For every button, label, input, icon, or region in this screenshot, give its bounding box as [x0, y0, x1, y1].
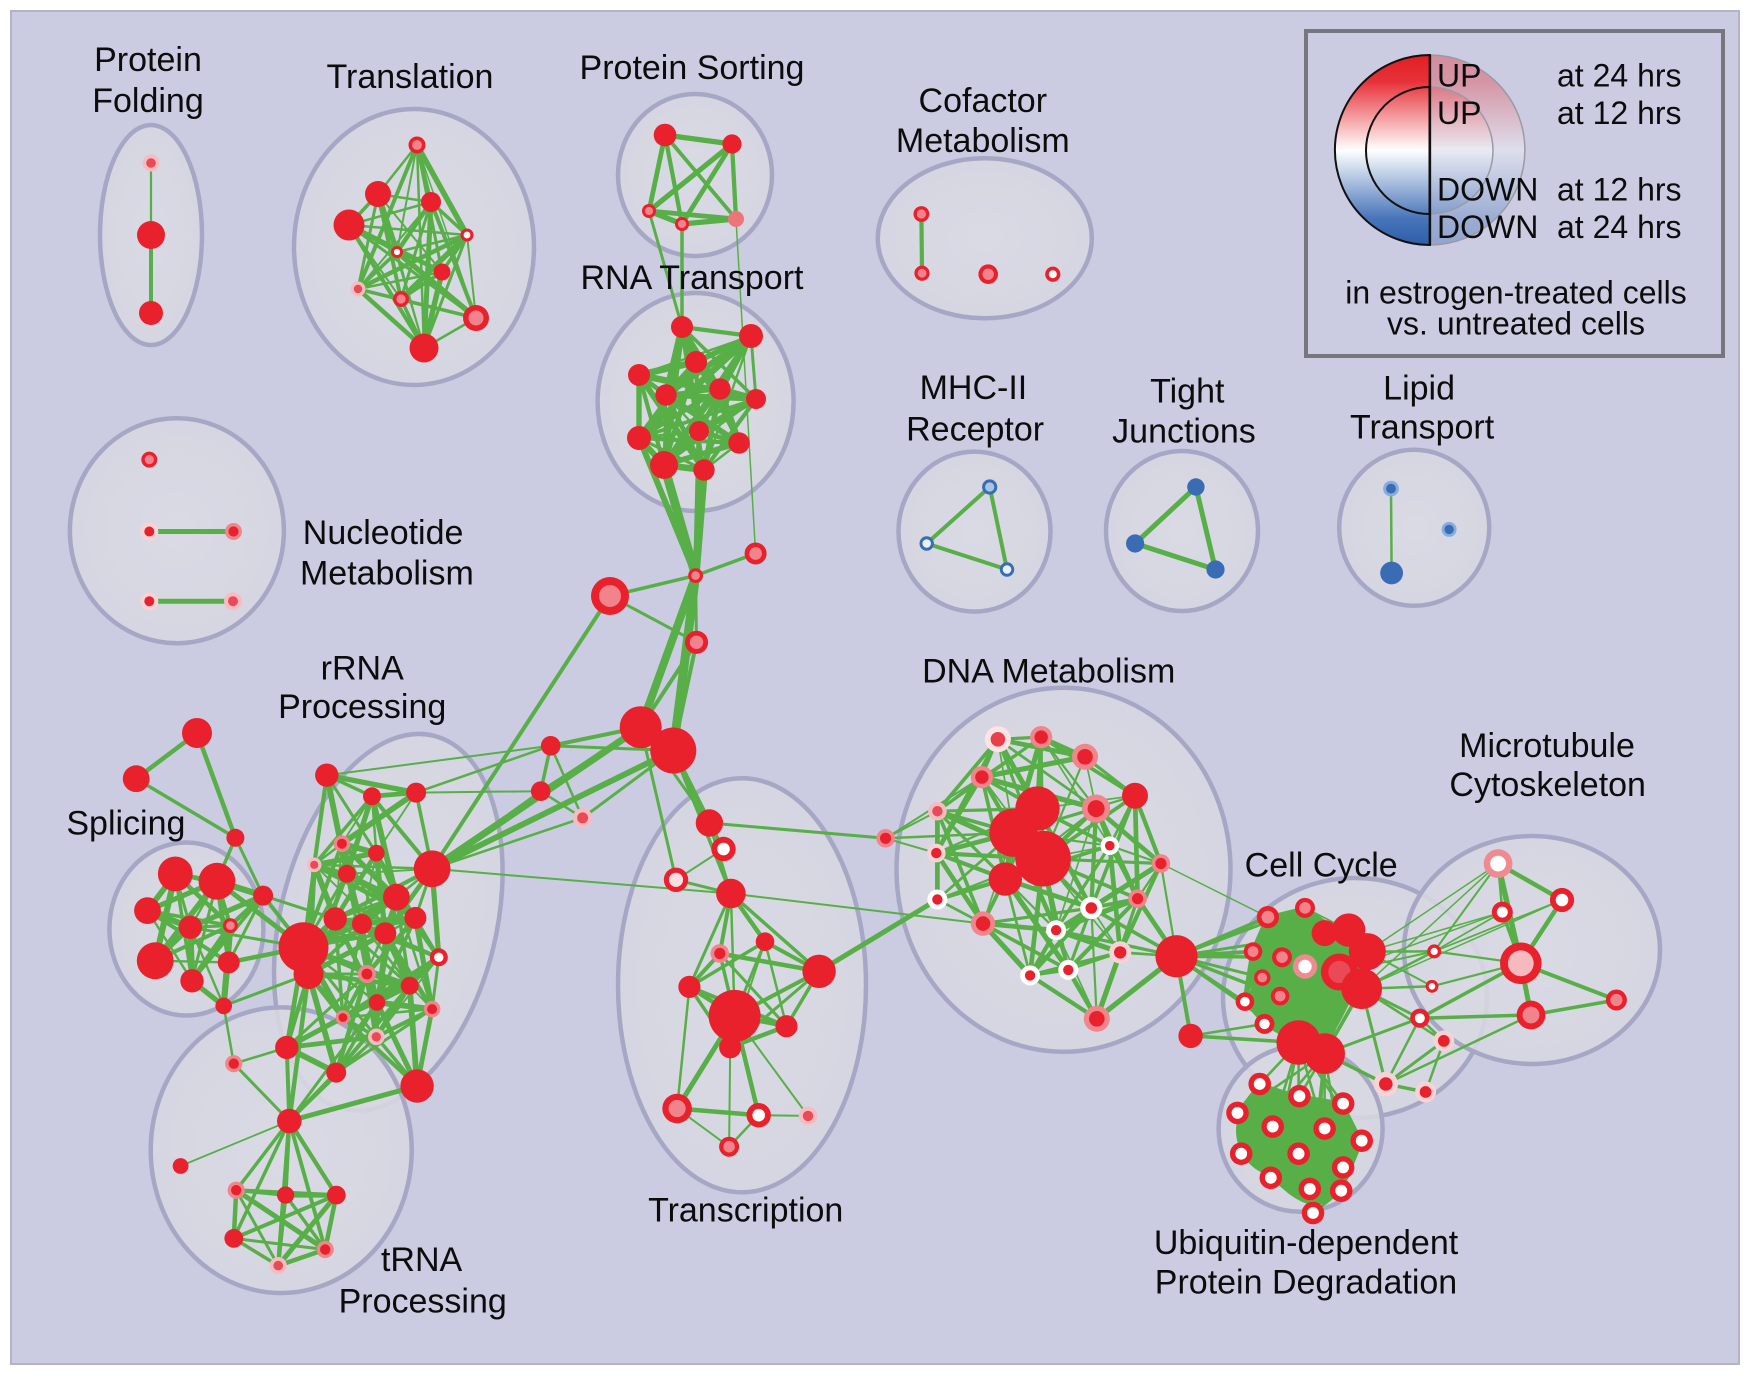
- svg-text:in estrogen-treated cells: in estrogen-treated cells: [1345, 275, 1687, 311]
- svg-text:DNA Metabolism: DNA Metabolism: [922, 653, 1175, 691]
- svg-text:Metabolism: Metabolism: [896, 122, 1070, 160]
- svg-text:Processing: Processing: [278, 688, 446, 726]
- svg-text:MHC-II: MHC-II: [920, 369, 1028, 407]
- svg-text:Nucleotide: Nucleotide: [303, 514, 464, 552]
- svg-text:Cytoskeleton: Cytoskeleton: [1449, 766, 1646, 804]
- svg-text:vs. untreated cells: vs. untreated cells: [1387, 306, 1645, 342]
- svg-text:Protein: Protein: [94, 41, 202, 79]
- svg-text:RNA Transport: RNA Transport: [581, 259, 805, 297]
- svg-text:Protein Sorting: Protein Sorting: [580, 49, 805, 87]
- svg-text:Translation: Translation: [327, 58, 494, 96]
- svg-text:Cell Cycle: Cell Cycle: [1245, 846, 1398, 884]
- svg-text:Transport: Transport: [1350, 409, 1495, 447]
- svg-text:Cofactor: Cofactor: [919, 82, 1048, 120]
- svg-text:Ubiquitin-dependent: Ubiquitin-dependent: [1154, 1224, 1459, 1262]
- svg-text:Microtubule: Microtubule: [1459, 727, 1635, 765]
- svg-text:at 12 hrs: at 12 hrs: [1557, 172, 1682, 208]
- svg-text:at 24 hrs: at 24 hrs: [1557, 209, 1682, 245]
- svg-text:Processing: Processing: [339, 1282, 507, 1320]
- svg-text:Transcription: Transcription: [648, 1192, 843, 1230]
- svg-text:Tight: Tight: [1150, 373, 1225, 411]
- svg-text:at 12 hrs: at 12 hrs: [1557, 95, 1682, 131]
- svg-text:Folding: Folding: [92, 82, 204, 120]
- svg-text:tRNA: tRNA: [381, 1241, 463, 1279]
- svg-text:rRNA: rRNA: [321, 649, 404, 687]
- svg-text:Metabolism: Metabolism: [300, 555, 474, 593]
- svg-text:Junctions: Junctions: [1112, 413, 1256, 451]
- svg-text:Receptor: Receptor: [906, 411, 1044, 449]
- svg-text:Protein Degradation: Protein Degradation: [1155, 1264, 1457, 1302]
- svg-text:DOWN: DOWN: [1437, 209, 1538, 245]
- svg-text:UP: UP: [1437, 58, 1481, 94]
- svg-text:at 24 hrs: at 24 hrs: [1557, 58, 1682, 94]
- svg-text:Splicing: Splicing: [66, 804, 185, 842]
- svg-text:Lipid: Lipid: [1383, 370, 1455, 408]
- svg-text:DOWN: DOWN: [1437, 172, 1538, 208]
- svg-text:UP: UP: [1437, 95, 1481, 131]
